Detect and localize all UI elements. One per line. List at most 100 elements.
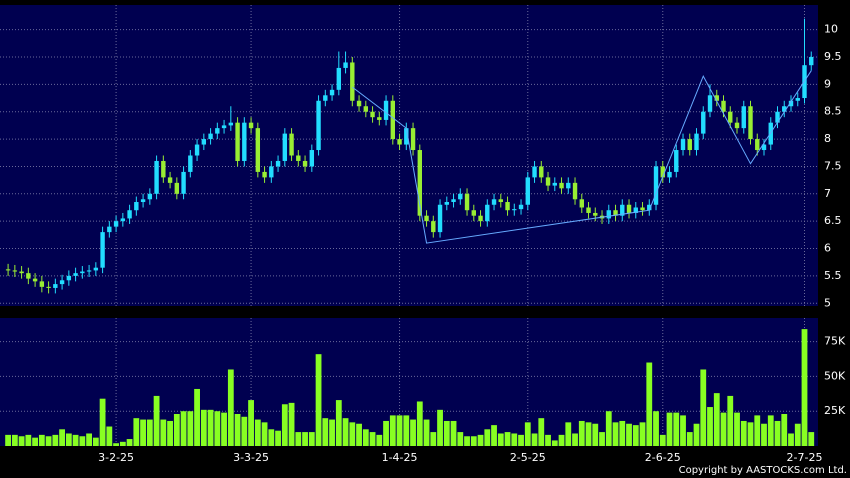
- volume-bar: [801, 329, 808, 446]
- candle-body: [154, 160, 159, 194]
- candle-body: [471, 210, 476, 216]
- volume-bar: [646, 362, 653, 446]
- x-tick-label: 2-5-25: [510, 451, 546, 464]
- volume-bar: [45, 436, 52, 446]
- volume-bar: [410, 419, 416, 446]
- candle-body: [539, 166, 544, 178]
- volume-bar: [167, 420, 173, 446]
- volume-bar: [592, 423, 599, 446]
- volume-bar: [443, 420, 450, 446]
- candle-body: [370, 111, 375, 118]
- volume-bar: [18, 436, 25, 446]
- candle-body: [518, 204, 524, 210]
- candle-body: [626, 204, 632, 213]
- volume-bar: [713, 393, 720, 446]
- candle-body: [761, 144, 767, 151]
- candle-body: [640, 207, 645, 211]
- candle-body: [269, 166, 274, 178]
- candle-body: [107, 226, 112, 233]
- volume-bar: [200, 409, 207, 446]
- candle-body: [734, 122, 740, 129]
- candle-body: [46, 286, 51, 288]
- volume-bar: [511, 433, 518, 446]
- candle-body: [491, 199, 497, 205]
- volume-bar: [572, 433, 578, 446]
- volume-bar: [362, 429, 369, 446]
- candle-body: [397, 139, 402, 145]
- candle-body: [437, 204, 443, 233]
- volume-bar: [38, 434, 45, 446]
- candle-body: [100, 232, 105, 268]
- candle-body: [235, 122, 240, 161]
- volume-bar: [227, 369, 234, 446]
- volume-bar: [761, 423, 767, 446]
- y-tick-label: 50K: [824, 369, 846, 382]
- candle-body: [552, 182, 557, 186]
- volume-bar: [106, 426, 113, 446]
- volume-bar: [740, 420, 747, 446]
- candle-body: [53, 284, 58, 288]
- volume-bar: [180, 411, 187, 446]
- y-tick-label: 8: [824, 132, 831, 145]
- candle-body: [660, 166, 665, 178]
- volume-bar: [65, 433, 72, 446]
- volume-bar: [774, 420, 781, 446]
- candle-body: [586, 207, 591, 213]
- candle-body: [350, 62, 355, 101]
- volume-bar: [666, 412, 673, 446]
- candle-body: [512, 209, 517, 211]
- volume-bar: [248, 400, 254, 446]
- volume-bar: [369, 432, 376, 446]
- candle-body: [721, 100, 726, 112]
- volume-bar: [389, 415, 396, 446]
- candle-body: [242, 122, 247, 161]
- candle-body: [572, 182, 578, 200]
- volume-bar: [221, 412, 227, 446]
- candle-body: [775, 111, 780, 123]
- candle-body: [181, 171, 186, 194]
- volume-bar: [686, 432, 693, 446]
- volume-bar: [565, 422, 572, 446]
- candle-body: [559, 182, 564, 189]
- candle-body: [431, 221, 436, 233]
- candle-body: [714, 95, 719, 101]
- candle-body: [93, 267, 99, 271]
- candle-body: [410, 128, 416, 151]
- candle-body: [134, 202, 139, 211]
- volume-bar: [680, 415, 686, 446]
- volume-bar: [754, 415, 761, 446]
- volume-bar: [5, 434, 11, 446]
- volume-bar: [241, 416, 248, 446]
- y-tick-label: 6: [824, 242, 831, 255]
- volume-bar: [423, 419, 430, 446]
- candle-body: [505, 202, 510, 211]
- y-tick-label: 6.5: [824, 214, 842, 227]
- x-tick-label: 3-2-25: [98, 451, 134, 464]
- candle-body: [613, 210, 618, 216]
- volume-bar: [545, 434, 551, 446]
- volume-bar: [308, 432, 315, 446]
- volume-bar: [605, 411, 612, 446]
- y-tick-label: 25K: [824, 404, 846, 417]
- candle-body: [282, 133, 288, 161]
- volume-bar: [194, 388, 200, 446]
- candle-body: [255, 128, 261, 172]
- volume-bar: [767, 415, 774, 446]
- volume-bar: [781, 414, 788, 446]
- candle-body: [707, 95, 713, 112]
- volume-bar: [342, 418, 349, 446]
- volume-bar: [119, 441, 126, 446]
- candle-body: [19, 271, 24, 274]
- volume-bar: [437, 409, 443, 446]
- candle-body: [579, 199, 584, 208]
- volume-bar: [639, 422, 646, 446]
- candle-body: [221, 125, 227, 129]
- volume-bar: [659, 434, 666, 446]
- volume-bar: [214, 411, 221, 446]
- candle-body: [248, 122, 254, 129]
- candle-body: [606, 210, 611, 219]
- volume-bar: [79, 436, 86, 446]
- volume-bar: [497, 433, 504, 446]
- candle-body: [694, 133, 699, 151]
- candle-body: [262, 171, 267, 178]
